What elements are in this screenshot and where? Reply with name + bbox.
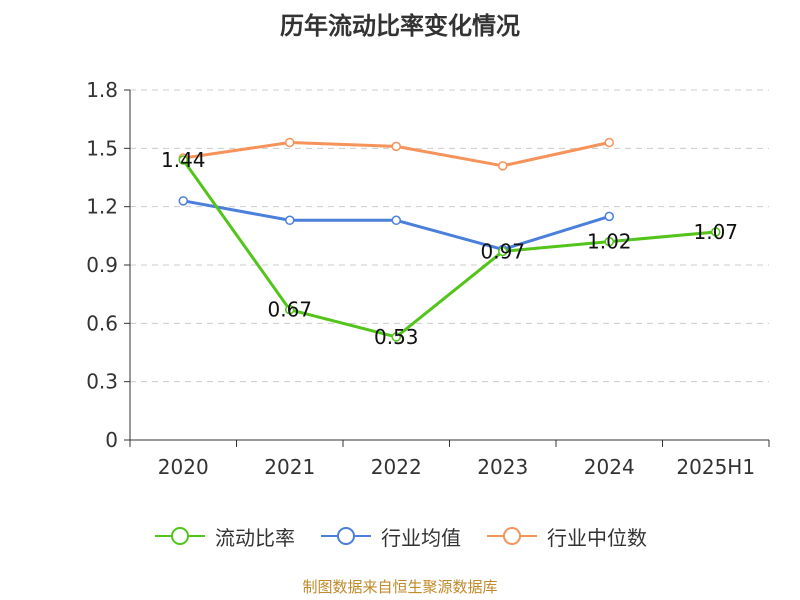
series-lines xyxy=(178,137,721,342)
legend-item[interactable]: 流动比率 xyxy=(153,522,295,551)
data-point xyxy=(604,236,614,247)
data-label: 0.97 xyxy=(480,239,525,263)
x-tick-label: 2023 xyxy=(477,455,528,479)
data-label: 0.53 xyxy=(374,325,419,349)
y-tick-label: 0.6 xyxy=(86,311,118,335)
y-tick-label: 0.9 xyxy=(86,253,118,277)
x-tick-label: 2021 xyxy=(264,455,315,479)
data-labels: 1.44 0.67 0.53 0.97 1.02 1.07 xyxy=(161,148,738,349)
data-label: 0.67 xyxy=(267,298,312,322)
series-line xyxy=(182,159,716,339)
chart-title: 历年流动比率变化情况 xyxy=(280,12,520,40)
data-point xyxy=(285,137,295,148)
data-point xyxy=(178,196,188,206)
data-point xyxy=(391,141,401,152)
legend-line-marker-icon xyxy=(155,527,205,545)
y-tick-label: 1.2 xyxy=(86,195,118,219)
grid-lines xyxy=(130,89,769,383)
x-tick-label: 2020 xyxy=(158,455,209,479)
y-tick-label: 0.3 xyxy=(86,370,118,394)
y-tick-label: 0 xyxy=(105,428,118,452)
x-tick-label: 2022 xyxy=(371,455,422,479)
data-point xyxy=(178,155,188,165)
legend-label: 流动比率 xyxy=(215,525,295,550)
data-point xyxy=(285,304,295,315)
y-tick-label: 1.5 xyxy=(86,136,118,160)
legend: 流动比率 行业均值 行业中位数 xyxy=(0,520,800,552)
data-point xyxy=(285,215,295,226)
x-tick-label: 2024 xyxy=(584,455,635,479)
legend-label: 行业中位数 xyxy=(547,525,647,550)
data-point xyxy=(604,137,614,148)
data-label: 1.44 xyxy=(161,148,206,172)
data-point xyxy=(391,332,401,342)
axes: 0 0.3 0.6 0.9 1.2 1.5 1.8 2020 2021 2022 2023 2024 2… xyxy=(86,78,770,479)
legend-item[interactable]: 行业均值 xyxy=(319,522,461,551)
data-point xyxy=(498,246,508,257)
data-point xyxy=(498,161,508,171)
x-tick-label: 2025H1 xyxy=(676,455,755,479)
data-label: 1.02 xyxy=(587,230,632,254)
source-note: 制图数据来自恒生聚源数据库 xyxy=(302,578,498,596)
data-point xyxy=(711,227,721,237)
series-line xyxy=(182,199,610,251)
legend-label: 行业均值 xyxy=(381,525,461,550)
legend-line-marker-icon xyxy=(487,527,537,545)
y-tick-label: 1.8 xyxy=(86,78,118,102)
data-point xyxy=(391,215,401,226)
data-point xyxy=(604,211,614,222)
data-label: 1.07 xyxy=(693,220,738,244)
legend-item[interactable]: 行业中位数 xyxy=(485,522,647,551)
legend-line-marker-icon xyxy=(321,527,371,545)
